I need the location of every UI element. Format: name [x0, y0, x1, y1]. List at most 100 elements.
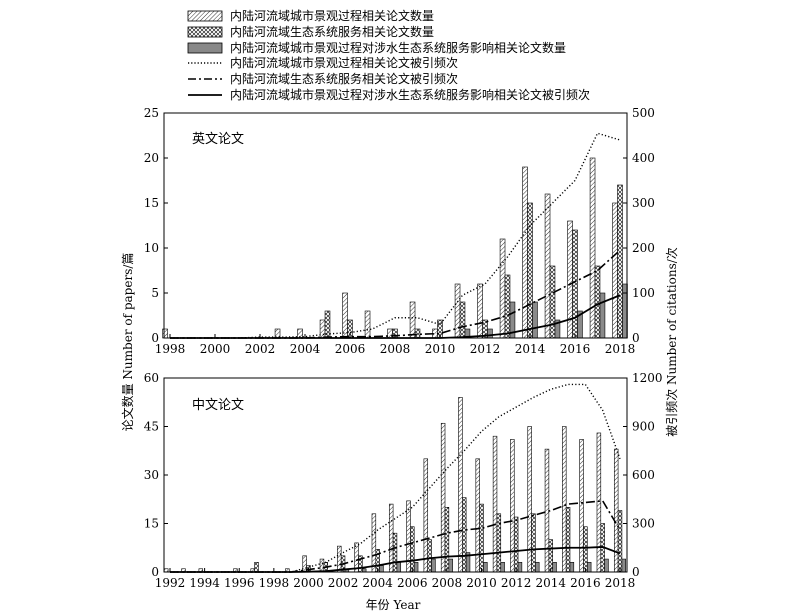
- x-tick-label: 2000: [200, 342, 231, 356]
- bar-urban-papers-2001: [319, 558, 325, 573]
- bar-impact-papers-2005: [396, 561, 402, 573]
- legend-label-urban-papers: 内陆河流域城市景观过程相关论文数量: [230, 8, 434, 23]
- bar-impact-papers-2006: [413, 561, 419, 573]
- legend-swatch-impact-papers: [187, 42, 223, 54]
- y-right-tick-label: 300: [632, 196, 655, 210]
- bar-eco-papers-2015: [549, 265, 556, 339]
- bar-urban-papers-1998: [162, 328, 168, 339]
- x-tick-label: 2010: [466, 576, 497, 590]
- y-left-tick-label: 15: [144, 517, 159, 531]
- y-left-tick-label: 0: [151, 565, 159, 579]
- y-right-tick-label: 200: [632, 241, 655, 255]
- panel-label: 英文论文: [192, 132, 244, 147]
- y-right-tick-label: 500: [632, 106, 655, 120]
- x-tick-label: 2016: [570, 576, 601, 590]
- x-tick-label: 1998: [155, 342, 186, 356]
- legend-label-impact-cites: 内陆河流域城市景观过程对涉水生态系统服务影响相关论文被引频次: [230, 87, 590, 102]
- bar-eco-papers-2018: [617, 184, 623, 339]
- bar-urban-papers-2002: [337, 545, 342, 573]
- y-axis-label-left: 论文数量 Number of papers/篇: [120, 253, 135, 432]
- y-left-tick-label: 60: [144, 371, 159, 385]
- y-right-tick-label: 600: [632, 468, 655, 482]
- legend-item-urban-papers: 内陆河流域城市景观过程相关论文数量: [187, 8, 434, 23]
- legend-item-urban-cites: 内陆河流域城市景观过程相关论文被引频次: [188, 55, 458, 70]
- bar-urban-papers-2007: [364, 310, 371, 339]
- bar-eco-papers-2014: [548, 539, 553, 573]
- bar-urban-papers-2018: [613, 448, 619, 573]
- bar-impact-papers-2017: [599, 292, 606, 339]
- x-tick-label: 2004: [290, 342, 321, 356]
- y-right-tick-label: 100: [632, 286, 655, 300]
- bar-urban-papers-2018: [612, 202, 618, 339]
- bar-eco-papers-2008: [444, 507, 450, 573]
- x-tick-label: 2012: [470, 342, 501, 356]
- x-tick-label: 2010: [425, 342, 456, 356]
- y-left-tick-label: 5: [151, 286, 159, 300]
- bar-urban-papers-2007: [423, 458, 429, 573]
- y-right-tick-label: 1200: [632, 371, 663, 385]
- y-left-tick-label: 10: [144, 241, 159, 255]
- x-tick-label: 1998: [259, 576, 290, 590]
- bar-eco-papers-2018: [617, 510, 623, 573]
- bar-urban-papers-2005: [319, 319, 326, 339]
- bar-urban-papers-2009: [409, 301, 416, 339]
- bar-impact-papers-2012: [517, 561, 523, 573]
- bar-impact-papers-2008: [448, 558, 453, 573]
- bar-impact-papers-2007: [431, 558, 436, 573]
- bar-eco-papers-2015: [565, 507, 571, 573]
- bar-eco-papers-1997: [254, 561, 259, 573]
- bar-urban-papers-2014: [522, 166, 528, 339]
- y-right-tick-label: 0: [632, 331, 640, 345]
- bar-urban-papers-2013: [499, 238, 506, 339]
- y-left-tick-label: 15: [144, 196, 159, 210]
- legend-swatch-eco-papers: [187, 26, 223, 38]
- bar-urban-papers-2012: [477, 283, 483, 339]
- bar-urban-papers-2008: [440, 422, 446, 573]
- legend-label-eco-cites: 内陆河流域生态系统服务相关论文被引频次: [230, 71, 458, 86]
- bar-urban-papers-2017: [596, 432, 602, 573]
- y-left-tick-label: 0: [151, 331, 159, 345]
- bar-impact-papers-2014: [532, 301, 538, 339]
- bar-impact-papers-2011: [500, 561, 505, 573]
- x-tick-label: 2006: [397, 576, 428, 590]
- x-tick-label: 2018: [605, 342, 636, 356]
- legend-swatch-urban-papers: [187, 10, 223, 22]
- bar-eco-papers-2013: [531, 513, 536, 573]
- bar-urban-papers-2009: [458, 397, 463, 573]
- bar-impact-papers-2017: [604, 558, 609, 573]
- bar-eco-papers-2016: [583, 526, 588, 573]
- legend-item-impact-papers: 内陆河流域城市景观过程对涉水生态系统服务影响相关论文数量: [187, 40, 566, 55]
- legend-item-impact-cites: 内陆河流域城市景观过程对涉水生态系统服务影响相关论文被引频次: [188, 87, 590, 102]
- bar-eco-papers-2013: [504, 274, 511, 339]
- bar-impact-papers-2010: [483, 561, 488, 573]
- bar-impact-papers-2014: [552, 561, 557, 573]
- bar-eco-papers-2012: [513, 516, 519, 573]
- y-axis-label-right: 被引频次 Number of citations/次: [665, 247, 679, 437]
- x-axis-label: 年份 Year: [366, 598, 421, 612]
- bar-urban-papers-2011: [492, 435, 498, 573]
- x-tick-label: 1994: [189, 576, 220, 590]
- x-tick-label: 2002: [328, 576, 359, 590]
- legend-label-impact-papers: 内陆河流域城市景观过程对涉水生态系统服务影响相关论文数量: [230, 40, 566, 55]
- x-tick-label: 2016: [560, 342, 591, 356]
- bar-eco-papers-2016: [572, 229, 578, 339]
- bar-eco-papers-2006: [410, 526, 415, 573]
- x-tick-label: 2000: [293, 576, 324, 590]
- legend-item-eco-cites: 内陆河流域生态系统服务相关论文被引频次: [188, 71, 458, 86]
- y-right-tick-label: 0: [632, 565, 640, 579]
- bar-impact-papers-2018: [621, 558, 627, 573]
- x-tick-label: 2002: [245, 342, 276, 356]
- bar-eco-papers-2010: [479, 503, 484, 573]
- bar-urban-papers-2015: [562, 426, 567, 573]
- bar-impact-papers-2013: [535, 561, 540, 573]
- bar-urban-papers-2005: [388, 503, 394, 573]
- y-right-tick-label: 900: [632, 420, 655, 434]
- bar-impact-papers-2016: [586, 561, 592, 573]
- x-tick-label: 2008: [432, 576, 463, 590]
- bar-impact-papers-2015: [569, 561, 575, 573]
- bar-urban-papers-2016: [579, 439, 584, 573]
- x-tick-label: 1992: [155, 576, 186, 590]
- bar-urban-papers-2004: [371, 513, 377, 573]
- bar-eco-papers-2014: [527, 202, 533, 339]
